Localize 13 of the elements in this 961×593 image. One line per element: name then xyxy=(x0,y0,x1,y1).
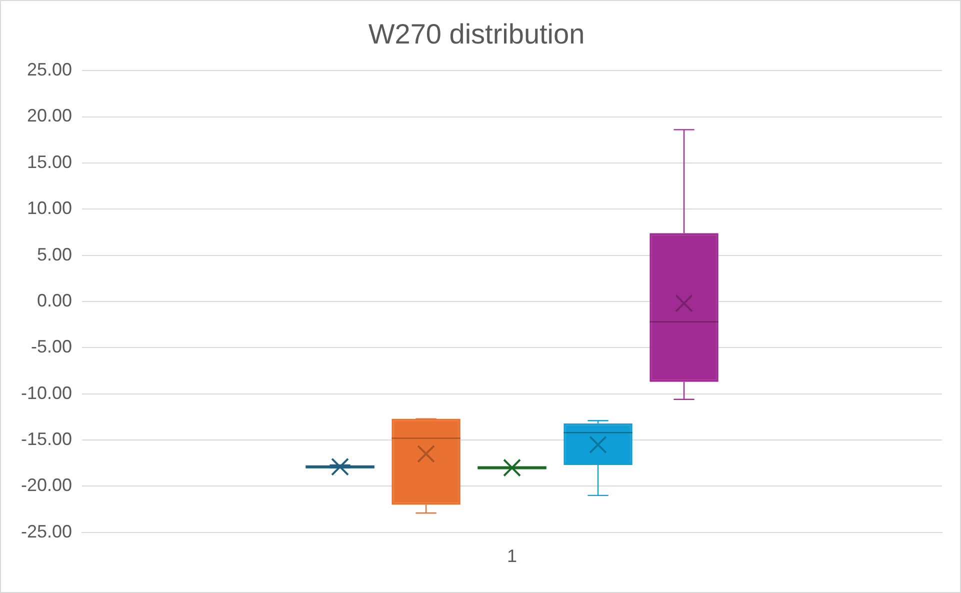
y-tick-label: -15.00 xyxy=(20,429,72,450)
y-tick-label: 15.00 xyxy=(26,152,72,172)
x-tick-label: 1 xyxy=(507,546,518,566)
y-tick-label: -5.00 xyxy=(31,336,72,357)
y-tick-label: -25.00 xyxy=(20,521,72,542)
y-tick-label: 10.00 xyxy=(26,198,72,218)
y-tick-label: 0.00 xyxy=(36,290,72,310)
chart-title: W270 distribution xyxy=(368,18,585,50)
y-tick-label: -10.00 xyxy=(20,382,72,403)
y-tick-label: 25.00 xyxy=(26,60,72,80)
y-tick-label: -20.00 xyxy=(20,475,72,496)
y-tick-label: 5.00 xyxy=(36,244,72,264)
y-tick-label: 20.00 xyxy=(26,106,72,126)
